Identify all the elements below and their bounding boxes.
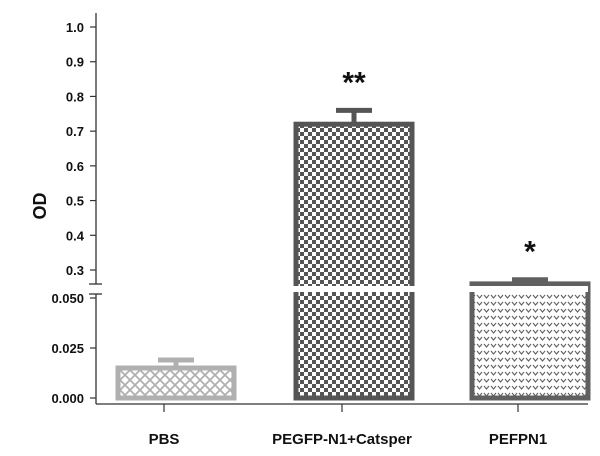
bar — [293, 121, 415, 401]
bars — [88, 107, 591, 401]
axes — [89, 13, 588, 412]
y-tick-label: 0.6 — [66, 159, 84, 174]
y-tick-label: 0.5 — [66, 194, 84, 209]
y-tick-label: 0.7 — [66, 124, 84, 139]
y-tick-label: 0.025 — [51, 341, 84, 356]
labels: 0.3 0.4 0.5 0.6 0.7 0.8 0.9 1.0 0.000 0.025 0.050 P… — [51, 20, 547, 448]
significance-label: * — [524, 236, 536, 269]
y-tick-label: 0.8 — [66, 89, 84, 104]
significance-label: ** — [342, 66, 366, 99]
bar — [115, 365, 237, 401]
x-tick-label: PEGFP-N1+Catsper — [272, 431, 412, 448]
y-tick-label: 0.3 — [66, 263, 84, 278]
y-tick-label: 0.9 — [66, 55, 84, 70]
y-tick-label: 0.4 — [66, 228, 85, 243]
y-tick-label: 0.050 — [51, 291, 84, 306]
x-tick-label: PBS — [149, 431, 180, 448]
bar — [469, 281, 591, 401]
y-axis-title: OD — [30, 192, 50, 219]
x-tick-label: PEFPN1 — [489, 431, 547, 448]
y-tick-label: 0.000 — [51, 391, 84, 406]
axis-break-gap — [88, 286, 588, 292]
y-tick-label: 1.0 — [66, 20, 84, 35]
